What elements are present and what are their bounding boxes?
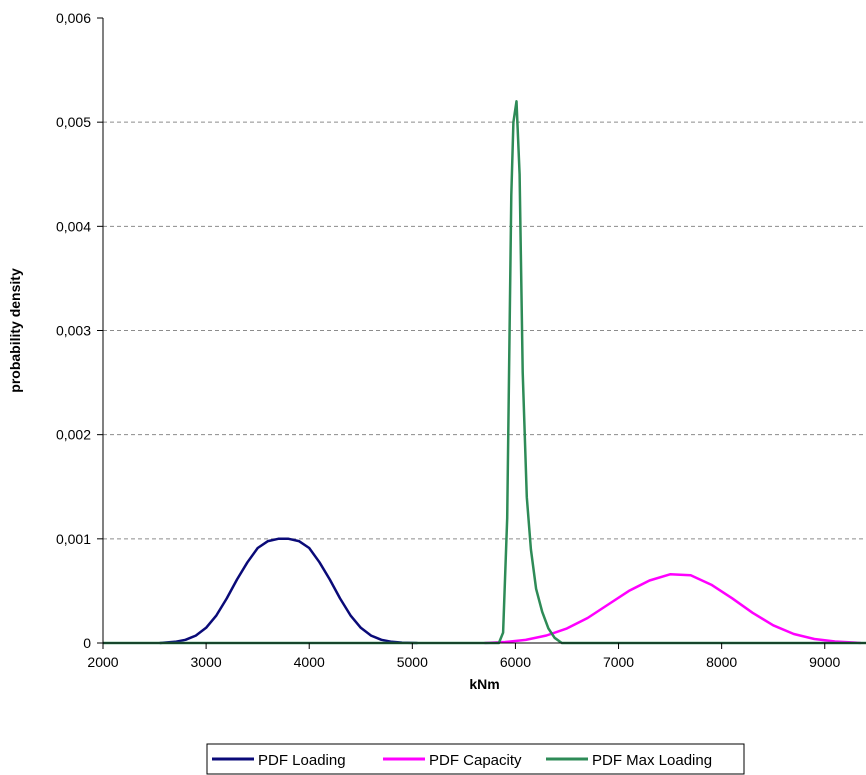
x-tick-label-5: 7000 bbox=[603, 654, 634, 670]
y-tick-label-4: 0,004 bbox=[56, 218, 91, 234]
x-tick-label-4: 6000 bbox=[500, 654, 531, 670]
x-axis-title: kNm bbox=[469, 676, 499, 692]
y-tick-label-6: 0,006 bbox=[56, 10, 91, 26]
x-tick-label-7: 9000 bbox=[809, 654, 840, 670]
y-tick-label-1: 0,001 bbox=[56, 531, 91, 547]
legend: PDF Loading PDF Capacity PDF Max Loading bbox=[206, 743, 745, 775]
gridlines bbox=[103, 121, 866, 540]
legend-label-2: PDF Max Loading bbox=[592, 752, 712, 769]
legend-label-0: PDF Loading bbox=[258, 752, 346, 769]
legend-label-1: PDF Capacity bbox=[429, 752, 522, 769]
x-tick-label-0: 2000 bbox=[87, 654, 118, 670]
series-line-2 bbox=[103, 100, 866, 645]
series-layer bbox=[103, 100, 866, 645]
legend-box bbox=[206, 743, 745, 775]
y-axis-title: probability density bbox=[7, 268, 23, 393]
x-tick-label-3: 5000 bbox=[397, 654, 428, 670]
series-line-1 bbox=[484, 573, 861, 645]
tick-labels: 0 0,001 0,002 0,003 0,004 0,005 0,006 2000 3000 4… bbox=[56, 10, 841, 670]
series-line-0 bbox=[159, 537, 418, 645]
y-tick-label-0: 0 bbox=[83, 635, 91, 651]
x-tick-label-6: 8000 bbox=[706, 654, 737, 670]
x-tick-label-1: 3000 bbox=[191, 654, 222, 670]
y-tick-label-2: 0,002 bbox=[56, 427, 91, 443]
y-tick-label-5: 0,005 bbox=[56, 114, 91, 130]
y-tick-label-3: 0,003 bbox=[56, 323, 91, 339]
axes bbox=[97, 17, 866, 649]
x-tick-label-2: 4000 bbox=[294, 654, 325, 670]
